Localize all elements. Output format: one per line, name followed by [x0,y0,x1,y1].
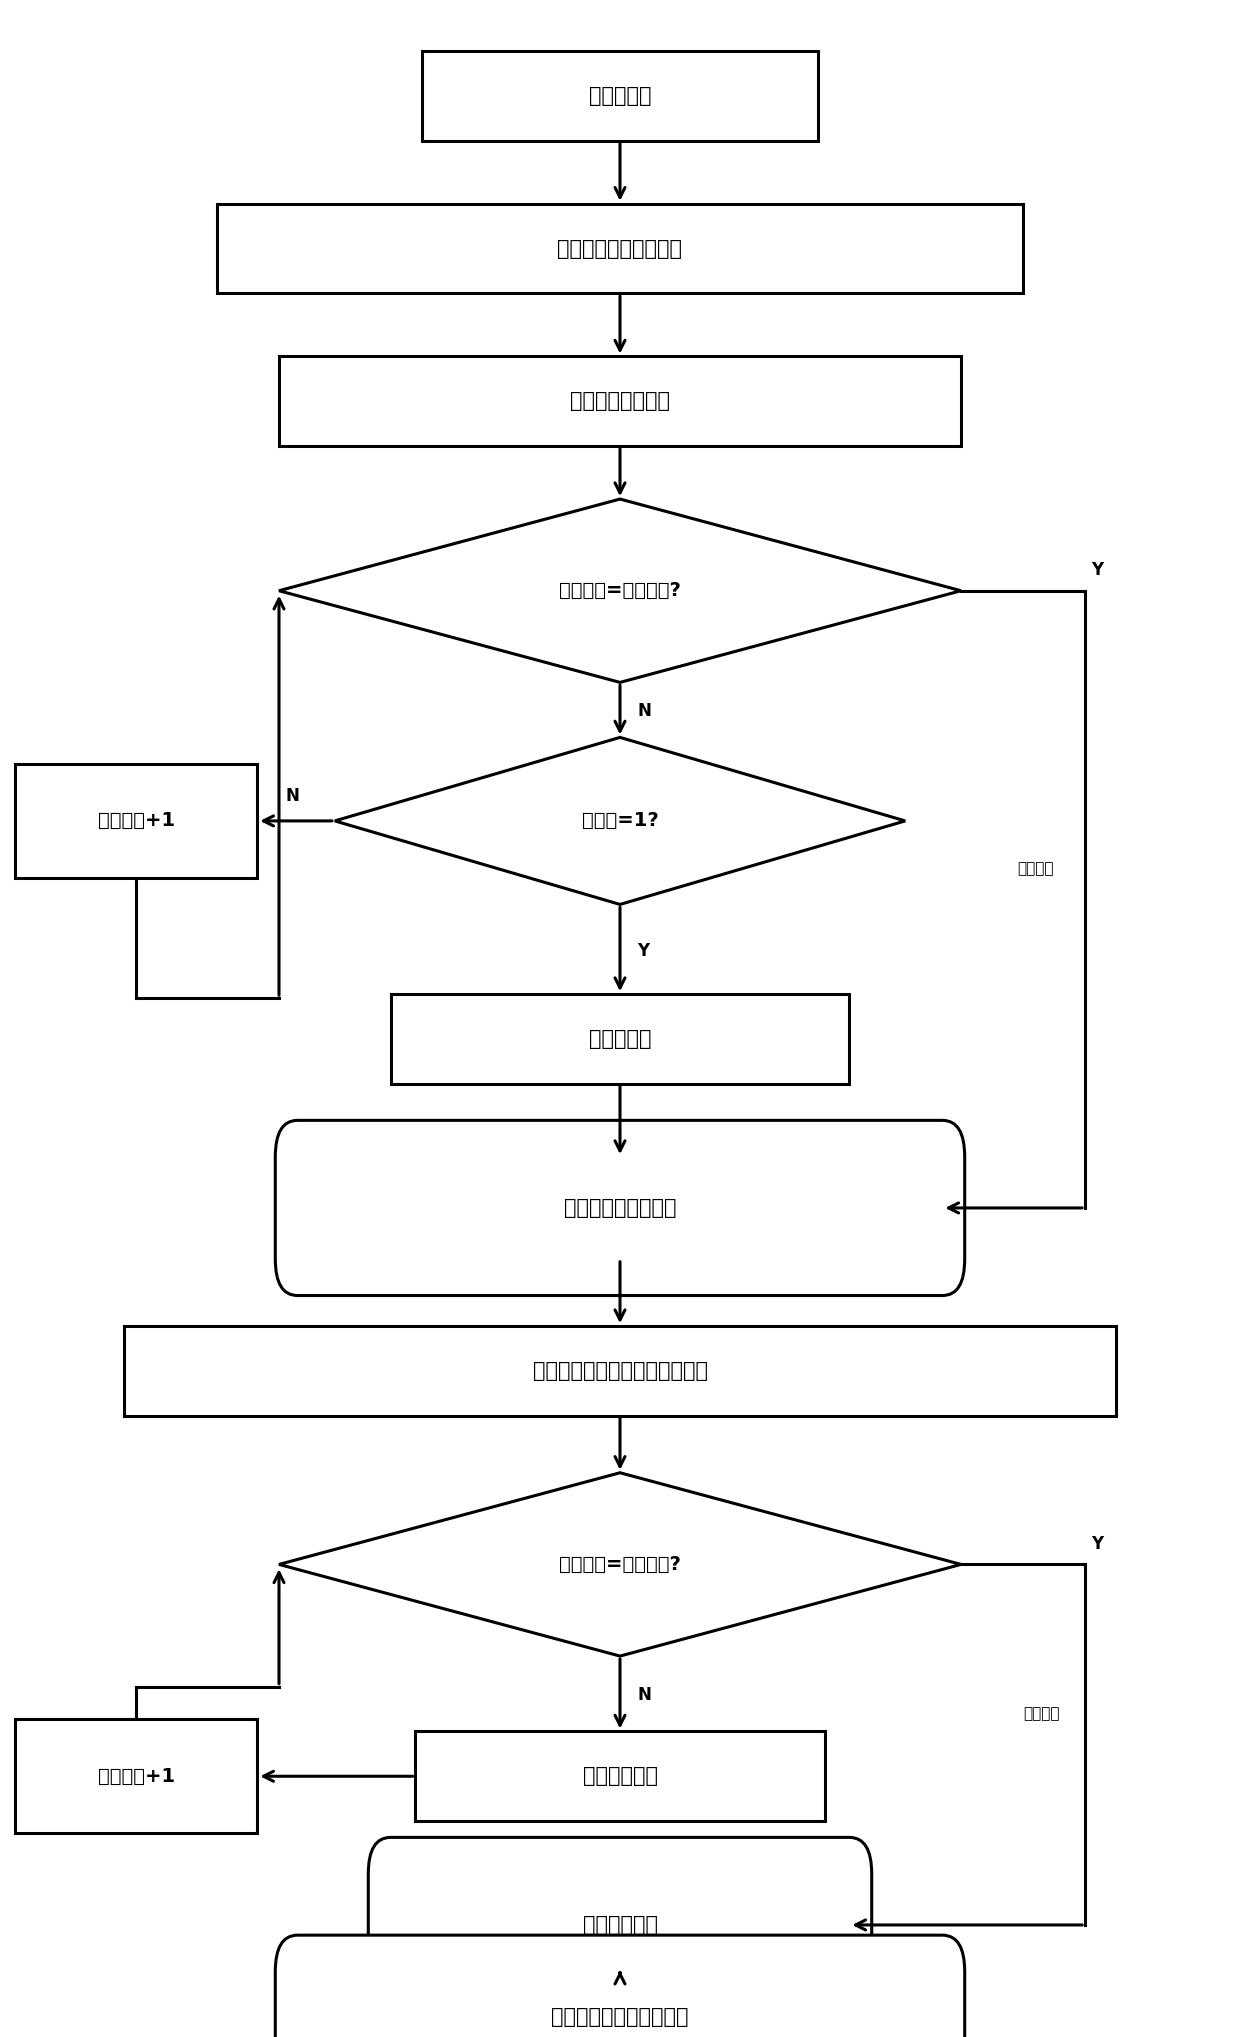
FancyBboxPatch shape [15,764,258,878]
Text: 像素値=1?: 像素値=1? [582,811,658,831]
FancyBboxPatch shape [124,1326,1116,1416]
Text: 循环变量+1: 循环变量+1 [98,1766,175,1786]
FancyBboxPatch shape [217,204,1023,293]
Text: 读入边缘检测后的图像: 读入边缘检测后的图像 [558,238,682,259]
Text: 轮廓图像平移到初始圆心: 轮廓图像平移到初始圆心 [552,2006,688,2027]
Text: 完成遍历: 完成遍历 [1023,1707,1059,1721]
Text: 循环变量=矩阵维数?: 循环变量=矩阵维数? [559,581,681,601]
Text: 完成遍历: 完成遍历 [1017,862,1053,876]
Text: N: N [285,788,299,805]
Text: Y: Y [1091,1536,1104,1552]
Text: 获得轮廓点坐标矩阵: 获得轮廓点坐标矩阵 [564,1198,676,1218]
Polygon shape [279,1473,961,1656]
Text: N: N [637,1687,651,1703]
Text: Y: Y [1091,562,1104,579]
Text: 截面圆心坐标: 截面圆心坐标 [583,1915,657,1935]
Text: 计算图像矩阵维数: 计算图像矩阵维数 [570,391,670,411]
Text: N: N [637,703,651,719]
FancyBboxPatch shape [15,1719,258,1833]
Polygon shape [279,499,961,682]
FancyBboxPatch shape [275,1120,965,1296]
Text: 记像素坐标: 记像素坐标 [589,1029,651,1049]
FancyBboxPatch shape [368,1837,872,2013]
FancyBboxPatch shape [279,356,961,446]
FancyBboxPatch shape [415,1731,825,1821]
FancyBboxPatch shape [391,994,849,1084]
Polygon shape [335,737,905,904]
Text: 循环变量+1: 循环变量+1 [98,811,175,831]
FancyBboxPatch shape [275,1935,965,2037]
Text: 变量赋初値: 变量赋初値 [589,86,651,106]
Text: 循环变量=矩阵维数?: 循环变量=矩阵维数? [559,1554,681,1575]
Text: 平移坐标原点满足最小二乘假设: 平移坐标原点满足最小二乘假设 [532,1361,708,1381]
FancyBboxPatch shape [422,51,818,141]
Text: Y: Y [637,943,650,959]
Text: 像素坐标求和: 像素坐标求和 [583,1766,657,1786]
